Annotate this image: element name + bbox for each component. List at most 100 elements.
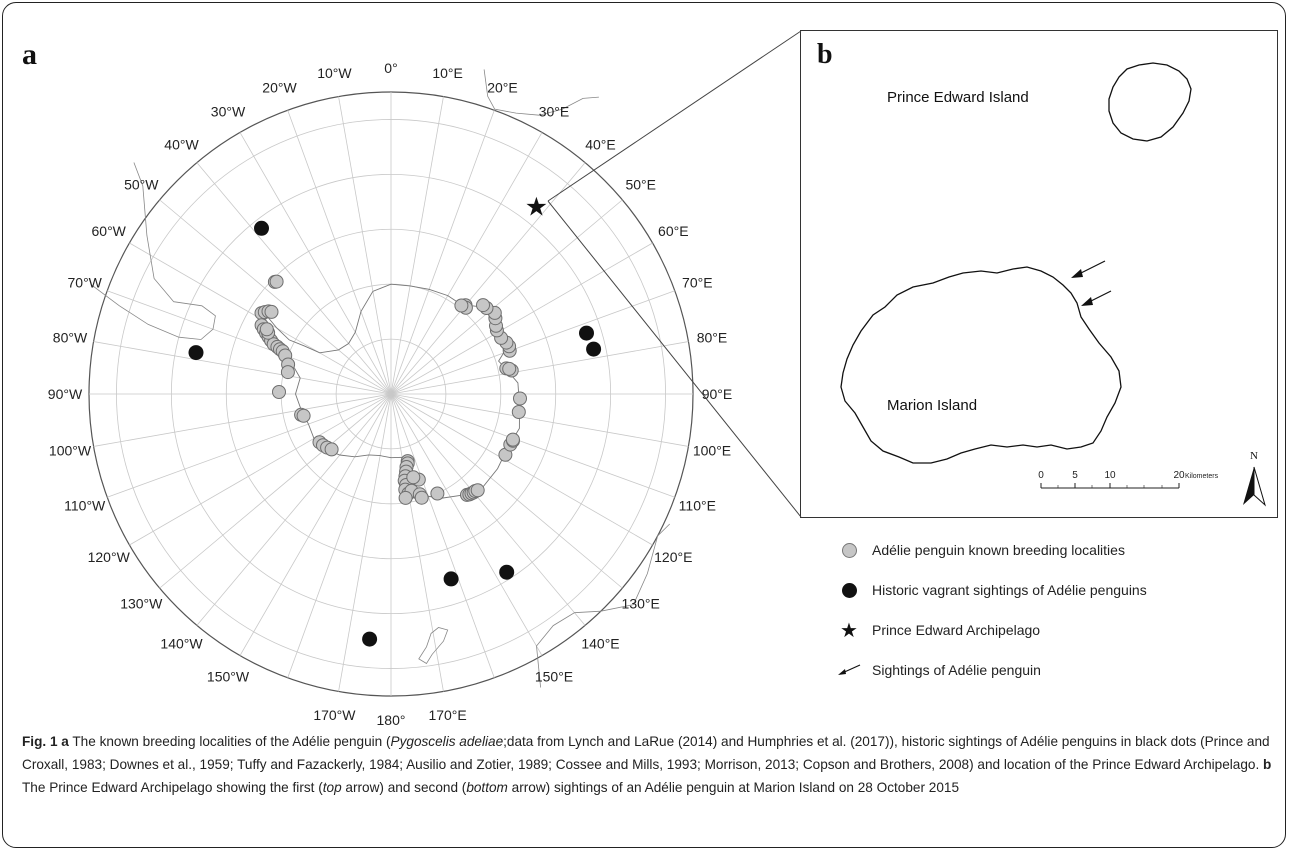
meridian-line xyxy=(390,393,543,656)
breeding-locality-point xyxy=(269,274,284,289)
longitude-label: 140°W xyxy=(160,636,203,652)
longitude-label: 40°W xyxy=(164,136,199,152)
meridian-line xyxy=(196,162,392,395)
breeding-locality-point xyxy=(476,298,490,313)
longitude-label: 30°W xyxy=(211,104,246,120)
meridian-line xyxy=(390,393,444,692)
breeding-locality-point xyxy=(259,322,274,337)
vagrant-sighting-point xyxy=(499,564,515,580)
meridian-line xyxy=(338,96,392,395)
inset-map: 0 5 10 20 Kilometers N xyxy=(840,62,1266,507)
antarctica-coastline xyxy=(263,283,520,499)
breeding-locality-point xyxy=(454,298,469,313)
coastlines xyxy=(91,69,670,688)
longitude-label: 60°W xyxy=(92,223,127,239)
meridian-line xyxy=(390,290,675,395)
sighting-arrow-bottom-head xyxy=(1081,297,1093,306)
meridian-line xyxy=(93,341,392,395)
grey-dot-icon xyxy=(841,542,857,558)
breeding-locality-point xyxy=(280,365,295,380)
graticule xyxy=(88,91,694,697)
meridian-line xyxy=(390,132,543,395)
meridian-line xyxy=(390,393,675,498)
meridian-line xyxy=(390,393,586,626)
meridian-line xyxy=(129,393,392,546)
longitude-label: 140°E xyxy=(581,636,619,652)
prince-edward-archipelago-star: ★ xyxy=(525,193,548,223)
longitude-label: 150°E xyxy=(535,668,573,684)
longitude-label: 50°W xyxy=(124,177,159,193)
new-zealand-coastline xyxy=(418,627,449,665)
breeding-locality-point xyxy=(502,361,517,376)
meridian-line xyxy=(390,242,653,395)
black-dot-icon xyxy=(841,582,857,598)
vagrant-sighting-point xyxy=(188,345,204,361)
longitude-label: 130°E xyxy=(622,596,660,612)
longitude-label: 30°E xyxy=(539,104,570,120)
arrow-icon xyxy=(838,664,861,675)
longitude-label: 90°E xyxy=(702,386,733,402)
legend-item-breeding: Adélie penguin known breeding localities xyxy=(834,530,1274,570)
meridian-line xyxy=(239,393,392,656)
legend: Adélie penguin known breeding localities… xyxy=(834,530,1274,690)
vagrant-sighting-point xyxy=(254,220,269,236)
longitude-label: 40°E xyxy=(585,136,616,152)
breeding-locality-point xyxy=(264,304,279,319)
vagrant-sighting-point xyxy=(586,341,602,357)
longitude-label: 150°W xyxy=(207,668,250,684)
inset-map-panel: 0 5 10 20 Kilometers N b Prince Edward I… xyxy=(800,30,1278,518)
australia-coastline xyxy=(536,523,670,688)
longitude-label: 180° xyxy=(377,712,406,725)
meridian-line xyxy=(390,393,689,447)
longitude-label: 80°E xyxy=(697,329,728,345)
meridian-line xyxy=(239,132,392,395)
star-icon: ★ xyxy=(840,619,858,642)
legend-item-arrow: Sightings of Adélie penguin xyxy=(834,650,1274,690)
scale-bar: 0 5 10 20 Kilometers xyxy=(1038,470,1219,489)
longitude-label: 80°W xyxy=(53,329,88,345)
scale-tick-20: 20 xyxy=(1173,470,1185,481)
meridian-line xyxy=(287,393,392,678)
longitude-label: 130°W xyxy=(120,596,163,612)
meridian-line xyxy=(390,96,444,395)
scale-tick-5: 5 xyxy=(1072,470,1078,481)
meridian-line xyxy=(107,393,392,498)
longitude-label: 50°E xyxy=(625,177,656,193)
panel-b-letter: b xyxy=(817,39,833,70)
vagrant-sighting-point xyxy=(362,631,378,647)
longitude-label: 70°W xyxy=(68,275,103,291)
prince-edward-island-outline xyxy=(1108,62,1192,142)
meridian-line xyxy=(390,393,495,678)
meridian-line xyxy=(107,290,392,395)
breeding-locality-point xyxy=(296,408,311,423)
longitude-label: 120°E xyxy=(654,549,692,565)
meridian-line xyxy=(196,393,392,626)
breeding-locality-point xyxy=(272,385,286,399)
marion-island-outline xyxy=(840,266,1122,464)
legend-item-vagrant: Historic vagrant sightings of Adélie pen… xyxy=(834,570,1274,610)
longitude-label: 20°E xyxy=(487,80,518,96)
longitude-label: 0° xyxy=(384,60,397,76)
vagrant-sighting-point xyxy=(443,571,459,587)
figure-caption: Fig. 1 a The known breeding localities o… xyxy=(22,734,1272,795)
longitude-label: 10°E xyxy=(432,65,463,81)
legend-item-archipelago: ★ Prince Edward Archipelago xyxy=(840,619,1041,642)
breeding-locality-point xyxy=(324,442,339,457)
meridian-line xyxy=(390,393,653,546)
breeding-locality-point xyxy=(470,483,485,498)
prince-edward-island-label: Prince Edward Island xyxy=(887,89,1029,106)
meridian-line xyxy=(338,393,392,692)
scale-tick-0: 0 xyxy=(1038,470,1044,481)
breeding-locality-point xyxy=(406,470,421,485)
north-arrow-icon: N xyxy=(1243,450,1266,507)
meridian-line xyxy=(390,393,623,589)
caption-fig-label: Fig. 1 xyxy=(22,734,58,749)
meridian-line xyxy=(287,110,392,395)
south-america-coastline xyxy=(91,162,216,340)
meridian-line xyxy=(93,393,392,447)
breeding-locality-point xyxy=(505,432,520,447)
longitude-label: 100°E xyxy=(693,443,731,459)
longitude-label: 170°E xyxy=(428,707,466,723)
marion-island-label: Marion Island xyxy=(887,397,978,414)
